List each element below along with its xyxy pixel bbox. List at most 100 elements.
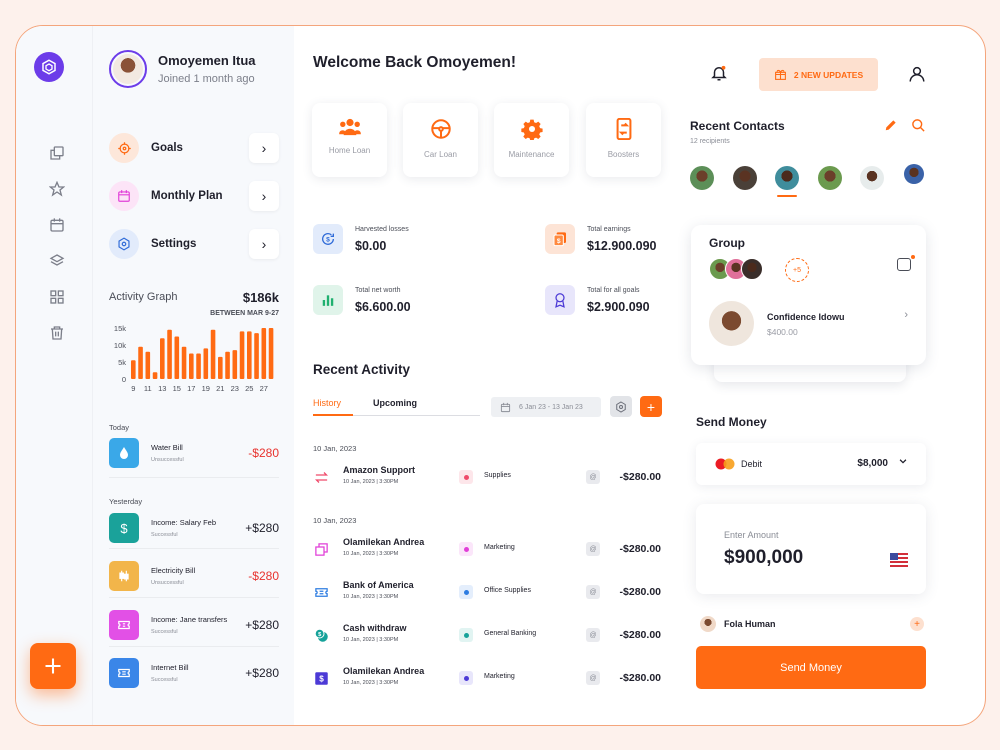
contact-avatar[interactable] — [690, 166, 714, 190]
chart-bar[interactable] — [218, 356, 223, 379]
activity-row[interactable]: $ Cash withdraw 10 Jan, 2023 | 3:30PM Ge… — [313, 623, 663, 649]
trash-icon[interactable] — [48, 324, 66, 342]
document-dollar-icon: $ — [545, 224, 575, 254]
contact-avatar[interactable] — [733, 166, 757, 190]
chevron-right-icon[interactable]: › — [249, 133, 279, 163]
logo-icon[interactable] — [34, 52, 64, 82]
chart-bar[interactable] — [210, 329, 216, 379]
activity-row[interactable]: Olamilekan Andrea 10 Jan, 2023 | 3:30PM … — [313, 537, 663, 563]
stat-value: $0.00 — [355, 239, 387, 253]
contact-avatar[interactable] — [818, 166, 842, 190]
notification-dot — [911, 255, 915, 259]
chevron-right-icon[interactable]: › — [249, 181, 279, 211]
attachment-icon[interactable]: @ — [586, 628, 600, 642]
quick-action-home-loan[interactable]: Home Loan — [312, 103, 387, 177]
chevron-right-icon[interactable]: › — [904, 309, 908, 321]
transaction-item[interactable]: $ Income: Salary Feb Successful +$280 — [109, 510, 279, 546]
chart-bar[interactable] — [261, 328, 267, 379]
search-icon[interactable] — [911, 118, 926, 138]
attachment-icon[interactable]: @ — [586, 542, 600, 556]
transaction-item[interactable]: Internet Bill Successful +$280 — [109, 655, 279, 691]
activity-row[interactable]: $ Olamilekan Andrea 10 Jan, 2023 | 3:30P… — [313, 666, 663, 692]
us-flag-icon[interactable] — [890, 553, 908, 567]
quick-action-car-loan[interactable]: Car Loan — [403, 103, 478, 177]
copy-icon[interactable] — [48, 144, 66, 162]
quick-action-maintenance[interactable]: Maintenance — [494, 103, 569, 177]
chart-bar[interactable] — [145, 351, 151, 379]
menu-item-settings[interactable]: Settings › — [109, 228, 279, 260]
group-more-count[interactable]: +5 — [785, 258, 809, 282]
chevron-right-icon[interactable]: › — [249, 229, 279, 259]
recipient-row[interactable]: Fola Human + — [696, 615, 926, 635]
dollar-square-icon: $ — [313, 670, 329, 686]
card-balance: $8,000 — [857, 458, 888, 469]
card-selector[interactable]: Debit $8,000 — [696, 443, 926, 485]
pencil-icon[interactable] — [884, 118, 898, 137]
attachment-icon[interactable]: @ — [586, 671, 600, 685]
activity-amount: -$280.00 — [619, 543, 661, 555]
grid-icon[interactable] — [48, 288, 66, 306]
chart-bar[interactable] — [232, 350, 238, 379]
add-activity-button[interactable]: + — [640, 396, 662, 417]
bell-icon[interactable] — [710, 64, 728, 87]
transaction-item[interactable]: Income: Jane transfers Successful +$280 — [109, 607, 279, 643]
add-button[interactable] — [30, 643, 76, 689]
amount-input[interactable]: Enter Amount $900,000 — [696, 504, 926, 594]
attachment-icon[interactable]: @ — [586, 585, 600, 599]
filter-settings-button[interactable] — [610, 396, 632, 417]
y-tick-label: 15k — [114, 324, 126, 333]
user-icon[interactable] — [908, 65, 926, 88]
chart-bar[interactable] — [181, 346, 187, 379]
member-avatar — [709, 301, 754, 346]
activity-row[interactable]: Bank of America 10 Jan, 2023 | 3:30PM Of… — [313, 580, 663, 606]
transaction-item[interactable]: Electricity Bill Unsuccessful -$280 — [109, 558, 279, 594]
transaction-item[interactable]: Water Bill Unsuccessful -$280 — [109, 435, 279, 471]
menu-item-monthly-plan[interactable]: Monthly Plan › — [109, 180, 279, 212]
activity-category: Office Supplies — [484, 587, 531, 594]
coins-icon: $ — [313, 627, 329, 643]
chart-bar[interactable] — [160, 338, 165, 379]
chart-bar[interactable] — [225, 351, 230, 379]
divider — [109, 548, 279, 549]
chart-bar[interactable] — [247, 331, 252, 379]
chart-bar[interactable] — [203, 348, 209, 379]
chart-bar[interactable] — [268, 328, 274, 379]
chart-bar[interactable] — [254, 333, 259, 379]
tab-divider — [313, 415, 480, 416]
contact-avatar[interactable] — [904, 164, 924, 184]
layers-icon[interactable] — [48, 252, 66, 270]
star-icon[interactable] — [48, 180, 66, 198]
contact-avatar[interactable] — [775, 166, 799, 190]
chart-bar[interactable] — [189, 353, 194, 380]
date-range-picker[interactable]: 6 Jan 23 - 13 Jan 23 — [491, 397, 601, 417]
menu-item-goals[interactable]: Goals › — [109, 132, 279, 164]
activity-row[interactable]: Amazon Support 10 Jan, 2023 | 3:30PM Sup… — [313, 465, 663, 491]
chart-bar[interactable] — [239, 331, 245, 379]
chart-bar[interactable] — [174, 336, 180, 380]
category-dot — [459, 628, 473, 642]
chart-bar[interactable] — [131, 360, 136, 379]
mastercard-icon — [715, 458, 735, 470]
main-panel: Welcome Back Omoyemen! Home Loan Car Loa… — [294, 26, 664, 725]
chat-icon[interactable] — [897, 258, 911, 271]
transaction-amount: -$280 — [248, 569, 279, 583]
chart-bar[interactable] — [152, 372, 158, 379]
chart-bar[interactable] — [167, 329, 172, 379]
calendar-icon[interactable] — [48, 216, 66, 234]
send-money-button[interactable]: Send Money — [696, 646, 926, 689]
contact-avatar[interactable] — [860, 166, 884, 190]
transaction-amount: +$280 — [245, 521, 279, 535]
tab-upcoming[interactable]: Upcoming — [373, 398, 417, 408]
profile-avatar[interactable] — [109, 50, 147, 88]
attachment-icon[interactable]: @ — [586, 470, 600, 484]
chart-bar[interactable] — [138, 346, 143, 379]
activity-date: 10 Jan, 2023 | 3:30PM — [343, 680, 399, 686]
tab-history[interactable]: History — [313, 398, 342, 408]
stat-harvested-losses: $ Harvested losses $0.00 — [313, 224, 463, 258]
add-recipient-button[interactable]: + — [910, 617, 924, 631]
quick-action-boosters[interactable]: Boosters — [586, 103, 661, 177]
menu-item-label: Goals — [151, 142, 183, 154]
chart-bar[interactable] — [196, 353, 201, 380]
stat-value: $12.900.090 — [587, 239, 657, 253]
updates-button[interactable]: 2 NEW UPDATES — [759, 58, 878, 91]
